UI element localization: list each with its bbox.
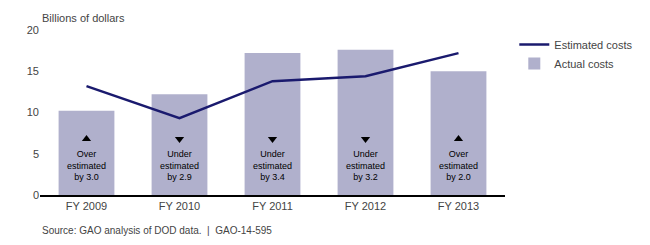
svg-text:Overestimatedby 2.0: Overestimatedby 2.0 xyxy=(439,149,478,182)
svg-text:FY 2009: FY 2009 xyxy=(66,200,107,212)
svg-text:15: 15 xyxy=(27,65,39,77)
svg-text:Overestimatedby 3.0: Overestimatedby 3.0 xyxy=(67,149,106,182)
svg-text:FY 2010: FY 2010 xyxy=(159,200,200,212)
svg-text:FY 2011: FY 2011 xyxy=(252,200,293,212)
svg-text:Source: GAO analysis of DOD da: Source: GAO analysis of DOD data. | GAO-… xyxy=(42,225,272,236)
svg-text:0: 0 xyxy=(33,189,39,201)
svg-text:FY 2012: FY 2012 xyxy=(345,200,386,212)
svg-text:Underestimatedby 2.9: Underestimatedby 2.9 xyxy=(160,149,199,182)
svg-text:10: 10 xyxy=(27,106,39,118)
svg-text:Underestimatedby 3.2: Underestimatedby 3.2 xyxy=(346,149,385,182)
svg-text:FY 2013: FY 2013 xyxy=(438,200,479,212)
svg-text:Billions of dollars: Billions of dollars xyxy=(42,12,125,24)
svg-text:20: 20 xyxy=(27,24,39,36)
svg-text:Actual costs: Actual costs xyxy=(554,58,614,70)
svg-text:Estimated costs: Estimated costs xyxy=(554,39,632,51)
svg-text:Underestimatedby 3.4: Underestimatedby 3.4 xyxy=(253,149,292,182)
svg-text:5: 5 xyxy=(33,148,39,160)
